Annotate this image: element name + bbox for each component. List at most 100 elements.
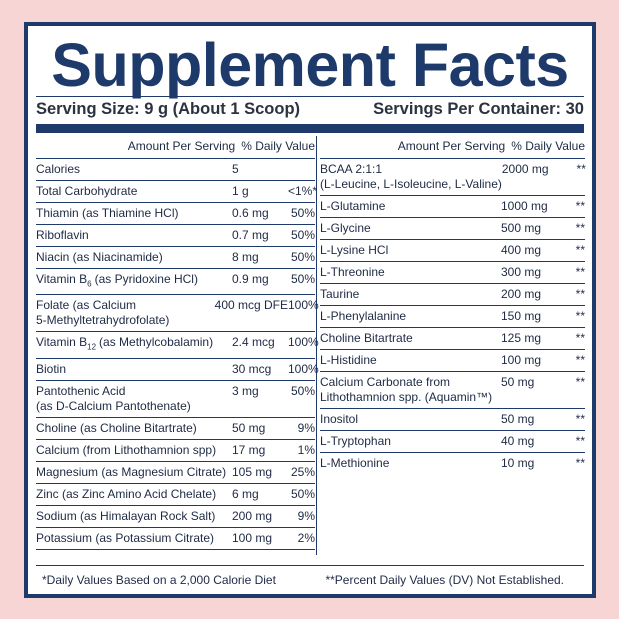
title: Supplement Facts — [51, 31, 569, 99]
amount-text: 0.7 mg — [232, 228, 269, 242]
footnote: *Daily Values Based on a 2,000 Calorie D… — [42, 573, 276, 587]
amount-text: 3 mg — [232, 383, 259, 398]
amount-text: 50 mg — [232, 420, 266, 435]
nutrient-row: Calcium (from Lithothamnion spp) 17 mg 1% — [36, 440, 315, 462]
daily-value: ** — [575, 434, 585, 448]
name-line: Sodium (as Himalayan Rock Salt) — [36, 508, 216, 523]
nutrient-row: L-Glycine 500 mg ** — [320, 218, 585, 240]
amount: 50 mg — [232, 421, 288, 436]
nutrient-row: Magnesium (as Magnesium Citrate) 105 mg 25… — [36, 462, 315, 484]
nutrient-row: Choline (as Choline Bitartrate) 50 mg 9% — [36, 418, 315, 440]
amount: 200 mg — [501, 287, 563, 302]
daily-value: 100% — [288, 335, 319, 350]
amount-text: 150 mg — [501, 309, 542, 323]
nutrient-row: Folate (as Calcium 5-Methyltetrahydrofola… — [36, 295, 319, 333]
amount-header: Amount Per Serving — [127, 139, 236, 153]
name-line: Calcium (from Lithothamnion spp) — [36, 442, 217, 457]
amount: 0.9 mg — [232, 272, 288, 291]
subscript: 6 — [87, 279, 92, 289]
amount-text: 30 mcg — [232, 361, 272, 376]
nutrient-row: Zinc (as Zinc Amino Acid Chelate) 6 mg 50% — [36, 484, 315, 506]
daily-value: 50% — [290, 383, 315, 398]
left-column: Amount Per Serving % Daily Value Calories… — [36, 136, 319, 550]
nutrient-name: Vitamin B12 (as Methylcobalamin) — [36, 335, 232, 354]
nutrient-name: Riboflavin — [36, 228, 232, 243]
nutrient-name: BCAA 2:1:1 (L-Leucine, L-Isoleucine, L-Va… — [320, 162, 502, 192]
nutrient-name: Calories — [36, 162, 232, 177]
nutrient-row: Thiamin (as Thiamine HCl) 0.6 mg 50% — [36, 203, 315, 225]
amount: 5 — [232, 162, 288, 177]
amount-text: 40 mg — [501, 434, 535, 448]
nutrient-name: L-Tryptophan — [320, 434, 501, 449]
nutrient-name: Magnesium (as Magnesium Citrate) — [36, 465, 232, 480]
nutrient-name: Niacin (as Niacinamide) — [36, 250, 232, 265]
nutrient-name: L-Phenylalanine — [320, 309, 501, 324]
nutrient-row: Choline Bitartrate 125 mg ** — [320, 328, 585, 350]
amount: 0.7 mg — [232, 228, 288, 243]
amount: 2.4 mcg — [232, 335, 288, 354]
serving-info: Serving Size: 9 g (About 1 Scoop) Servin… — [36, 96, 584, 119]
nutrient-row: Pantothenic Acid (as D-Calcium Pantothena… — [36, 381, 315, 418]
daily-value: 9% — [297, 508, 315, 523]
amount: 125 mg — [501, 331, 563, 346]
name-line: L-Methionine — [320, 456, 390, 470]
name-line: L-Glycine — [320, 221, 371, 235]
name-line: Total Carbohydrate — [36, 184, 138, 198]
amount-text: 10 mg — [501, 456, 535, 470]
nutrient-row: Calcium Carbonate from Lithothamnion spp.… — [320, 372, 585, 409]
amount: 150 mg — [501, 309, 563, 324]
right-column: Amount Per Serving % Daily Value BCAA 2:1… — [320, 136, 586, 474]
name-line: Zinc (as Zinc Amino Acid Chelate) — [36, 486, 217, 501]
daily-value: 9% — [297, 420, 315, 435]
amount: 10 mg — [501, 456, 563, 471]
nutrient-row: L-Threonine 300 mg ** — [320, 262, 585, 284]
facts-panel: Supplement Facts Serving Size: 9 g (Abou… — [24, 22, 596, 598]
serving-size: Serving Size: 9 g (About 1 Scoop) — [36, 100, 301, 118]
nutrient-name: Folate (as Calcium 5-Methyltetrahydrofola… — [36, 298, 232, 328]
daily-value: ** — [575, 331, 585, 345]
daily-value: 1% — [297, 442, 315, 457]
nutrient-name: L-Glycine — [320, 221, 501, 236]
amount-text: 0.9 mg — [232, 272, 269, 286]
amount: 30 mcg — [232, 362, 288, 377]
name-line: L-Histidine — [320, 353, 377, 367]
nutrient-row: BCAA 2:1:1 (L-Leucine, L-Isoleucine, L-Va… — [320, 159, 586, 196]
nutrient-name: Biotin — [36, 362, 232, 377]
name-line: Choline (as Choline Bitartrate) — [36, 420, 197, 435]
subscript: 12 — [87, 342, 97, 352]
nutrient-row: L-Methionine 10 mg ** — [320, 453, 585, 474]
amount-text: 6 mg — [232, 486, 259, 501]
column-header: Amount Per Serving % Daily Value — [36, 136, 315, 159]
amount: 8 mg — [232, 250, 288, 265]
amount-text: 125 mg — [501, 331, 542, 345]
name-line: Calories — [36, 162, 81, 176]
divider-bar — [36, 124, 584, 133]
amount: 200 mg — [232, 509, 288, 524]
amount-text: 105 mg — [232, 464, 273, 479]
amount-text: 50 mg — [501, 412, 535, 426]
footnote: **Percent Daily Values (DV) Not Establis… — [325, 573, 564, 587]
daily-value: ** — [575, 243, 585, 257]
nutrient-name: L-Lysine HCl — [320, 243, 501, 258]
daily-value: ** — [575, 375, 585, 389]
name-line: L-Threonine — [320, 265, 385, 279]
daily-value — [288, 162, 315, 177]
daily-value: 50% — [290, 250, 315, 264]
daily-value: ** — [575, 199, 585, 213]
nutrient-name: Pantothenic Acid (as D-Calcium Pantothena… — [36, 384, 232, 414]
column-divider — [316, 136, 317, 555]
daily-value: 100% — [288, 361, 319, 376]
name-line: Taurine — [320, 287, 360, 301]
name-text: (as Pyridoxine HCl) — [94, 272, 198, 286]
daily-value: 25% — [290, 464, 315, 479]
amount: 40 mg — [501, 434, 563, 449]
nutrient-name: Zinc (as Zinc Amino Acid Chelate) — [36, 487, 232, 502]
name-line: 5-Methyltetrahydrofolate) — [36, 313, 170, 328]
nutrient-name: Choline (as Choline Bitartrate) — [36, 421, 232, 436]
amount-text: 500 mg — [501, 221, 542, 235]
amount-text: 100 mg — [501, 353, 542, 367]
daily-value: 50% — [290, 486, 315, 501]
nutrient-name: L-Threonine — [320, 265, 501, 280]
daily-value: ** — [575, 287, 585, 301]
nutrient-name: L-Methionine — [320, 456, 501, 471]
